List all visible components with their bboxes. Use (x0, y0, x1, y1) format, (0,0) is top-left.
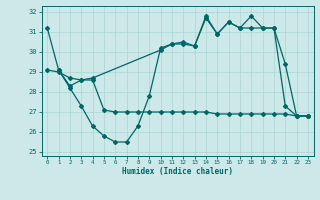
X-axis label: Humidex (Indice chaleur): Humidex (Indice chaleur) (122, 167, 233, 176)
